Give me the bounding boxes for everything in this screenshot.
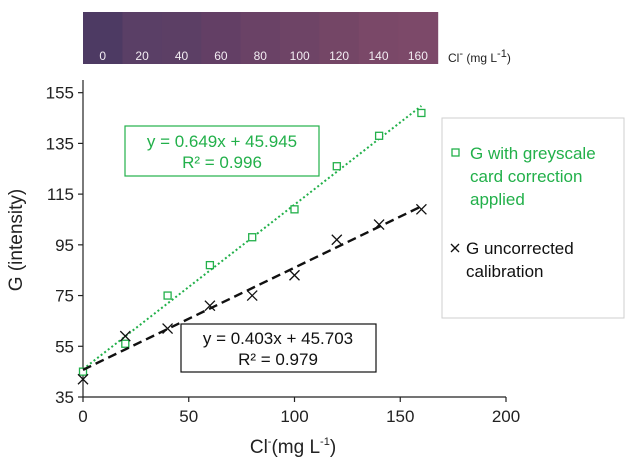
strip-label: 80 (254, 49, 268, 63)
strip-swatch (83, 12, 123, 64)
data-point (417, 108, 426, 118)
x-tick-label: 0 (78, 407, 87, 426)
data-point (415, 203, 427, 215)
data-point (289, 269, 300, 281)
strip-swatch (358, 12, 399, 64)
x-tick-label: 150 (386, 407, 414, 426)
uncorrected-equation: y = 0.403x + 45.703 (203, 329, 353, 348)
corrected-equation-box (124, 125, 320, 177)
data-point (290, 205, 299, 214)
strip-label: 140 (368, 49, 388, 63)
data-point (77, 373, 89, 385)
legend-uncorrected-line-2: calibration (466, 262, 544, 281)
x-axis-title: Cl-(mg L-1) (250, 436, 336, 458)
x-tick-label: 50 (179, 407, 198, 426)
color-swatch-strip: 0 20 40 60 80 100 120 140 160 (83, 12, 439, 64)
data-point (205, 260, 215, 270)
data-point (332, 162, 341, 171)
legend-corrected-marker (451, 148, 460, 157)
y-tick-label: 35 (55, 388, 74, 407)
y-tick-label: 95 (55, 236, 74, 255)
y-axis-title: G (intensity) (6, 189, 27, 291)
strip-swatch (319, 12, 360, 64)
data-point (373, 219, 385, 231)
data-point (331, 234, 343, 246)
strip-label: 160 (408, 49, 428, 63)
strip-swatch (240, 12, 281, 64)
data-point (248, 233, 257, 242)
data-point (119, 330, 131, 342)
y-tick-label: 155 (46, 84, 74, 103)
strip-swatch (201, 12, 242, 64)
uncorrected-r2: R² = 0.979 (238, 350, 318, 369)
strip-swatch (280, 12, 320, 64)
strip-label: 20 (135, 49, 149, 63)
data-point (78, 367, 88, 376)
data-point (163, 291, 172, 300)
y-tick-label: 55 (55, 337, 74, 356)
series-uncorrected (77, 203, 427, 385)
data-point (162, 323, 174, 334)
x-tick-label: 200 (492, 407, 520, 426)
strip-label: 40 (175, 49, 189, 63)
legend-corrected-line-2: card correction (470, 167, 582, 186)
legend-box (441, 117, 625, 319)
strip-swatch (122, 12, 163, 64)
strip-swatch (398, 12, 439, 64)
x-tick-label: 100 (280, 407, 308, 426)
trendline (82, 105, 423, 371)
strip-label: 120 (329, 49, 349, 63)
data-point (121, 339, 130, 348)
data-point (246, 290, 258, 302)
trendline (82, 205, 422, 371)
legend-uncorrected-marker (450, 243, 460, 253)
data-point (374, 131, 384, 140)
strip-label: 0 (99, 49, 106, 63)
y-tick-label: 135 (46, 134, 74, 153)
y-tick-label: 115 (47, 185, 74, 204)
y-tick-label: 75 (55, 287, 74, 306)
uncorrected-equation-box (180, 323, 377, 373)
strip-swatch (161, 12, 202, 64)
data-point (204, 300, 216, 312)
plot-area: 35 55 75 95 115 135 155 0 50 100 150 200 (46, 80, 520, 426)
legend-corrected-line-3: applied (470, 190, 525, 209)
strip-label: 60 (214, 49, 228, 63)
corrected-r2: R² = 0.996 (182, 153, 262, 172)
legend-corrected-line-1: G with greyscale (470, 144, 596, 163)
strip-label: 100 (290, 49, 310, 63)
strip-unit-label: Cl- (mg L-1) (448, 48, 511, 65)
legend-uncorrected-line-1: G uncorrected (466, 239, 574, 258)
series-corrected (78, 105, 426, 376)
corrected-equation: y = 0.649x + 45.945 (147, 132, 297, 151)
